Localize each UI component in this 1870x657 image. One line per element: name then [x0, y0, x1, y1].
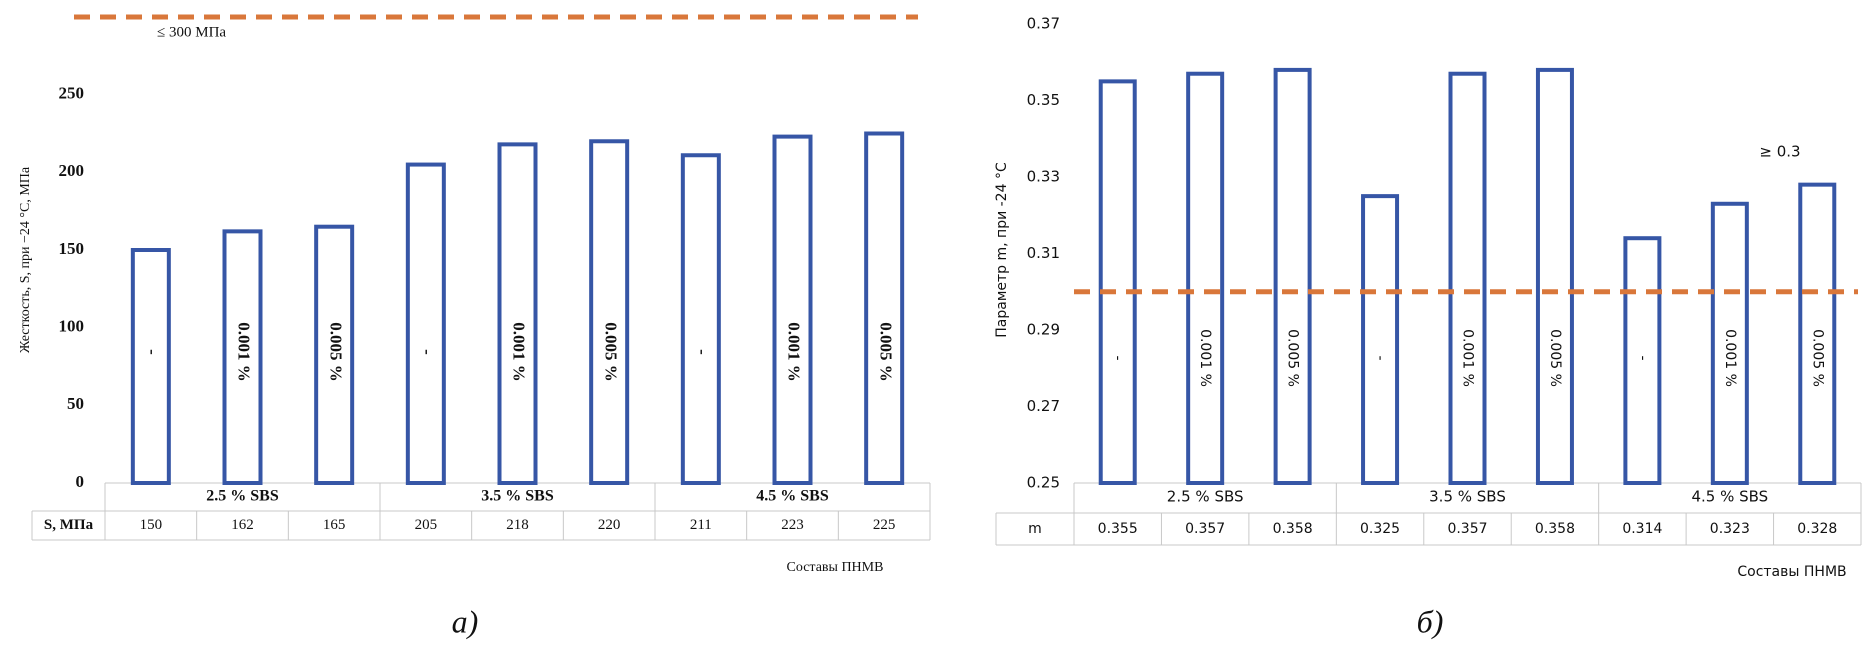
table-value: 220: [598, 517, 621, 533]
table-value: 0.323: [1710, 521, 1750, 537]
table-value: 223: [781, 517, 804, 533]
y-axis-label: Параметр m, при -24 °C: [994, 162, 1010, 338]
bar: [314, 224, 355, 485]
bar: [1623, 236, 1662, 485]
bar: [405, 162, 446, 485]
bar-category-label: 0.005 %: [1547, 329, 1563, 387]
bar-category-label: 0.001 %: [235, 322, 254, 382]
bar: [497, 142, 538, 486]
bar-category-label: 0.001 %: [510, 322, 529, 382]
bar: [1535, 67, 1574, 486]
table-value: 225: [873, 517, 896, 533]
bar: [1710, 201, 1749, 485]
table-value: 0.355: [1098, 521, 1138, 537]
group-label: 2.5 % SBS: [206, 488, 279, 505]
bar: [130, 248, 171, 485]
bar-category-label: 0.005 %: [1285, 329, 1301, 387]
y-tick-label: 0.33: [1027, 168, 1060, 186]
y-tick-label: 0.37: [1027, 15, 1060, 33]
bar: [589, 139, 630, 485]
bar: [864, 131, 905, 485]
table-value: 0.357: [1185, 521, 1225, 537]
bar-category-label: -: [693, 349, 712, 355]
bar-category-label: -: [143, 349, 162, 355]
bar: [1361, 194, 1400, 485]
bar: [1098, 79, 1137, 485]
bar: [772, 134, 813, 486]
y-tick-label: 0.25: [1027, 474, 1060, 492]
bar-category-label: 0.001 %: [785, 322, 804, 382]
y-tick-label: 0: [76, 472, 85, 491]
bar-category-label: 0.005 %: [1809, 329, 1825, 387]
table-value: 0.314: [1622, 521, 1662, 537]
group-label: 4.5 % SBS: [1691, 488, 1768, 506]
y-axis-label: Жесткость, S, при −24 °C, МПа: [18, 166, 33, 353]
table-row-label: m: [1028, 521, 1042, 537]
y-tick-label: 0.35: [1027, 91, 1060, 109]
bar-category-label: 0.005 %: [876, 322, 895, 382]
table-value: 162: [231, 517, 254, 533]
bar-category-label: 0.005 %: [601, 322, 620, 382]
group-label: 4.5 % SBS: [756, 488, 829, 505]
y-tick-label: 150: [59, 239, 85, 258]
bar: [222, 229, 263, 485]
y-tick-label: 50: [67, 394, 84, 413]
table-value: 150: [140, 517, 163, 533]
y-tick-label: 0.27: [1027, 397, 1060, 415]
bar-category-label: 0.001 %: [1722, 329, 1738, 387]
group-label: 2.5 % SBS: [1167, 488, 1244, 506]
x-axis-label: Составы ПНМВ: [787, 560, 884, 575]
table-row-label: S, МПа: [44, 517, 94, 533]
bar: [680, 153, 721, 485]
bar-category-label: -: [1110, 355, 1126, 360]
table-value: 0.358: [1273, 521, 1313, 537]
table-value: 0.328: [1797, 521, 1837, 537]
group-label: 3.5 % SBS: [1429, 488, 1506, 506]
bar-category-label: 0.001 %: [1460, 329, 1476, 387]
y-tick-label: 0.29: [1027, 321, 1060, 339]
table-value: 165: [323, 517, 346, 533]
bar-category-label: 0.001 %: [1197, 329, 1213, 387]
x-axis-label: Составы ПНМВ: [1737, 564, 1846, 580]
table-value: 218: [506, 517, 529, 533]
bar-category-label: -: [418, 349, 437, 355]
table-value: 0.357: [1447, 521, 1487, 537]
y-tick-label: 200: [59, 161, 85, 180]
bar-category-label: 0.005 %: [326, 322, 345, 382]
reference-label: ≤ 300 МПа: [157, 24, 226, 40]
table-value: 0.325: [1360, 521, 1400, 537]
y-tick-label: 0.31: [1027, 244, 1060, 262]
table-value: 205: [415, 517, 438, 533]
y-tick-label: 100: [59, 317, 85, 336]
table-value: 211: [690, 517, 712, 533]
bar-category-label: -: [1372, 355, 1388, 360]
bar: [1186, 71, 1225, 485]
panel-label: б): [1417, 603, 1444, 639]
table-value: 0.358: [1535, 521, 1575, 537]
bar-category-label: -: [1634, 355, 1650, 360]
panel-label: а): [452, 603, 479, 639]
y-tick-label: 250: [59, 84, 85, 103]
reference-label: ≥ 0.3: [1759, 143, 1800, 161]
group-label: 3.5 % SBS: [481, 488, 554, 505]
bar: [1798, 182, 1837, 485]
bar: [1448, 71, 1487, 485]
bar: [1273, 67, 1312, 486]
